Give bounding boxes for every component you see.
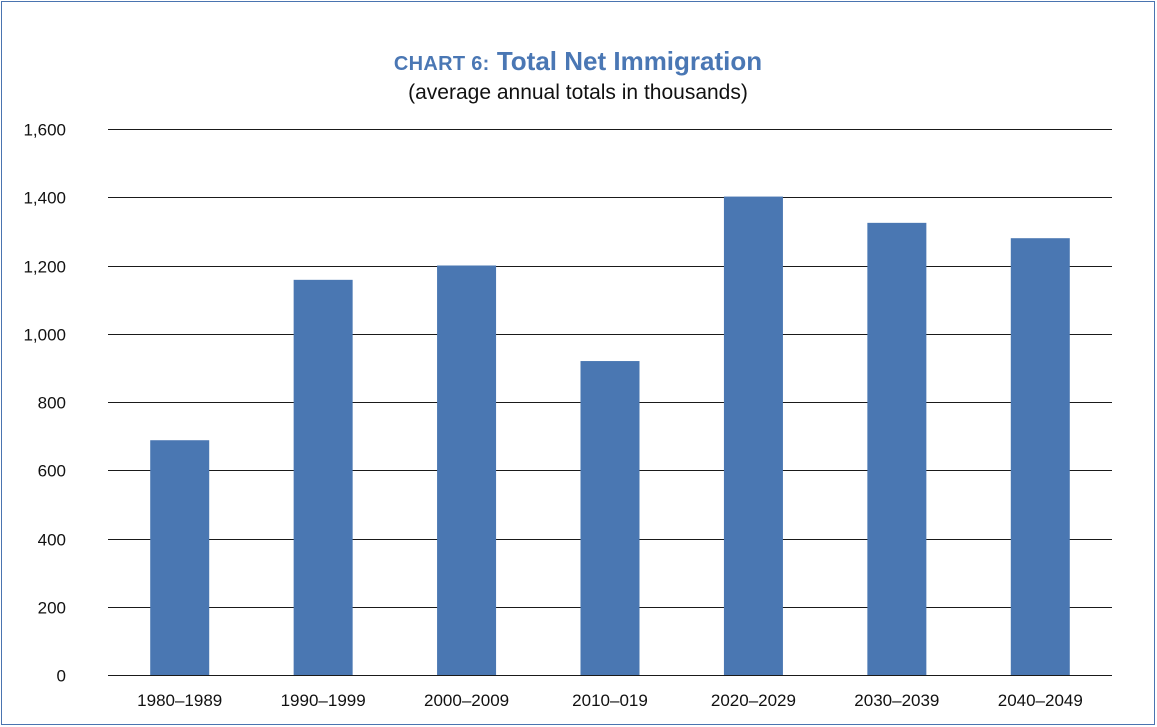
x-tick-label: 1980–1989 <box>137 691 222 710</box>
chart-title-text: Total Net Immigration <box>496 46 763 76</box>
bar-2020–2029 <box>723 196 783 675</box>
y-tick-label: 1,000 <box>23 326 66 345</box>
y-axis-ticks: 0 200 400 600 800 1,000 1,200 1,400 1,600 <box>23 121 66 686</box>
bar-2010–019 <box>580 361 640 675</box>
y-tick-label: 200 <box>38 599 66 618</box>
chart-subtitle: (average annual totals in thousands) <box>408 81 748 104</box>
y-tick-label: 1,200 <box>23 258 66 277</box>
x-tick-label: 2030–2039 <box>854 691 939 710</box>
bar-1980–1989 <box>150 440 210 675</box>
x-axis-ticks: 1980–1989 1990–1999 2000–2009 2010–019 2020–… <box>137 691 1083 710</box>
x-tick-label: 1990–1999 <box>281 691 366 710</box>
x-tick-label: 2020–2029 <box>711 691 796 710</box>
y-tick-label: 800 <box>38 394 66 413</box>
bar-1990–1999 <box>293 279 353 675</box>
x-tick-label: 2040–2049 <box>998 691 1083 710</box>
bar-2000–2009 <box>437 265 497 675</box>
bars <box>150 196 1070 675</box>
y-tick-label: 0 <box>57 667 66 686</box>
x-tick-label: 2000–2009 <box>424 691 509 710</box>
chart-title: CHART 6: Total Net Immigration <box>2 46 1154 79</box>
x-tick-label: 2010–019 <box>572 691 648 710</box>
y-tick-label: 1,400 <box>23 189 66 208</box>
y-tick-label: 1,600 <box>23 121 66 140</box>
bar-2030–2039 <box>867 222 927 675</box>
bar-2040–2049 <box>1010 238 1070 675</box>
y-tick-label: 600 <box>38 462 66 481</box>
y-tick-label: 400 <box>38 531 66 550</box>
chart-title-block: CHART 6: Total Net Immigration (average … <box>2 46 1154 106</box>
chart-title-prefix: CHART 6: <box>393 53 490 75</box>
